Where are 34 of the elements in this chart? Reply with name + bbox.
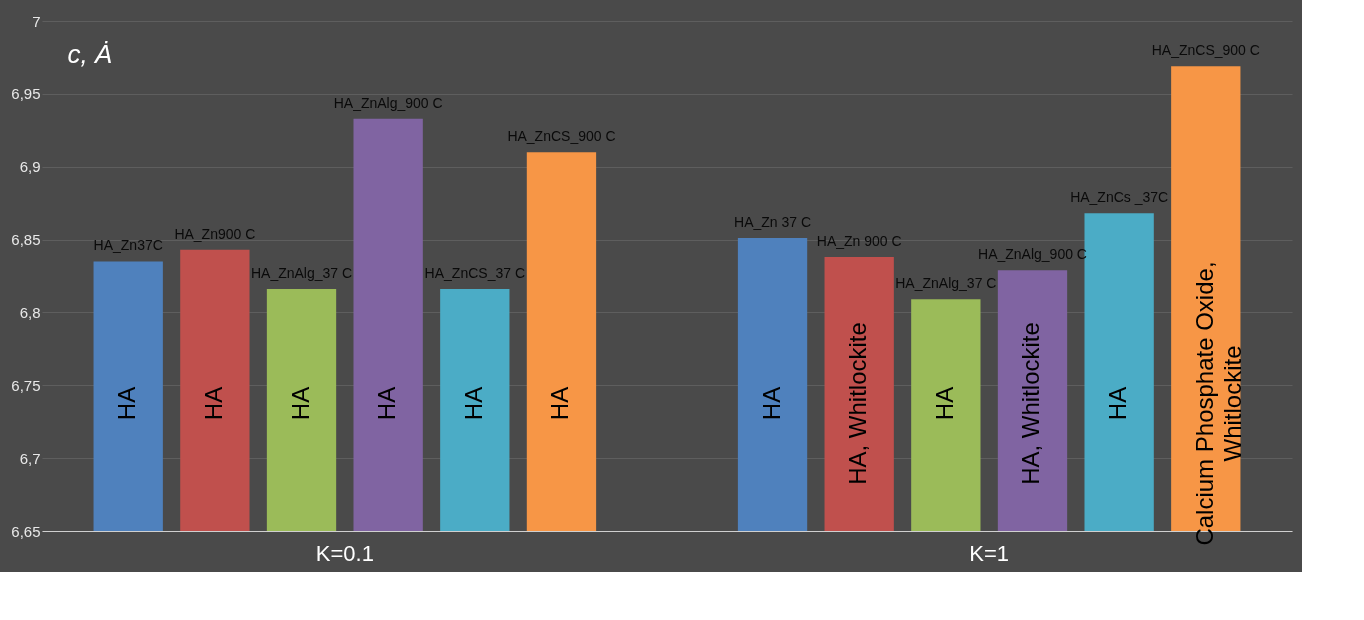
annotation: HA_ZnAlg_37 C bbox=[895, 275, 997, 292]
annotation: HA_ZnAlg_900 C bbox=[333, 94, 443, 111]
annotation: HA bbox=[546, 386, 574, 421]
y-tick-label: 6,7 bbox=[19, 449, 41, 467]
annotation: HA, Whitlockite bbox=[844, 322, 872, 485]
annotation: HA bbox=[1104, 386, 1132, 421]
annotation: HA_ZnAlg_37 C bbox=[250, 265, 353, 282]
annotation: HA_ZnCS_900 C bbox=[507, 128, 616, 145]
annotation: HA_Zn 900 C bbox=[816, 233, 902, 250]
y-tick-label: 6,85 bbox=[11, 231, 41, 249]
annotation: HA_Zn900 C bbox=[174, 225, 256, 242]
annotation: HA_Zn37C bbox=[93, 237, 163, 254]
annotation: HA bbox=[459, 386, 487, 421]
y-tick-label: 6,75 bbox=[11, 376, 41, 394]
annotation: HA bbox=[199, 386, 227, 421]
y-tick-label: 6,95 bbox=[11, 85, 41, 103]
annotation: HA_ZnCS_900 C bbox=[1151, 42, 1260, 59]
y-tick-label: 6,9 bbox=[19, 158, 41, 176]
annotation: HA bbox=[286, 386, 314, 421]
annotation: HA_ZnCS_37 C bbox=[424, 265, 526, 282]
y-tick-label: 7 bbox=[32, 12, 41, 30]
x-tick-label: K=0.1 bbox=[315, 540, 374, 566]
annotation: HA bbox=[113, 386, 141, 421]
x-tick-label: K=1 bbox=[969, 540, 1010, 566]
y-tick-label: 6,65 bbox=[11, 522, 41, 540]
annotation: HA, Whitlockite bbox=[1017, 322, 1045, 485]
annotation: HA_Zn 37 C bbox=[734, 214, 812, 231]
y-axis-title: c, Ȧ bbox=[67, 38, 113, 69]
annotation: HA_ZnCs _37C bbox=[1070, 189, 1169, 206]
annotation: HA bbox=[757, 386, 785, 421]
annotation: Calcium Phosphate Oxide, Whitlockite bbox=[1190, 261, 1246, 546]
annotation: HA bbox=[373, 386, 401, 421]
annotation: HA bbox=[930, 386, 958, 421]
y-tick-label: 6,8 bbox=[19, 303, 41, 321]
